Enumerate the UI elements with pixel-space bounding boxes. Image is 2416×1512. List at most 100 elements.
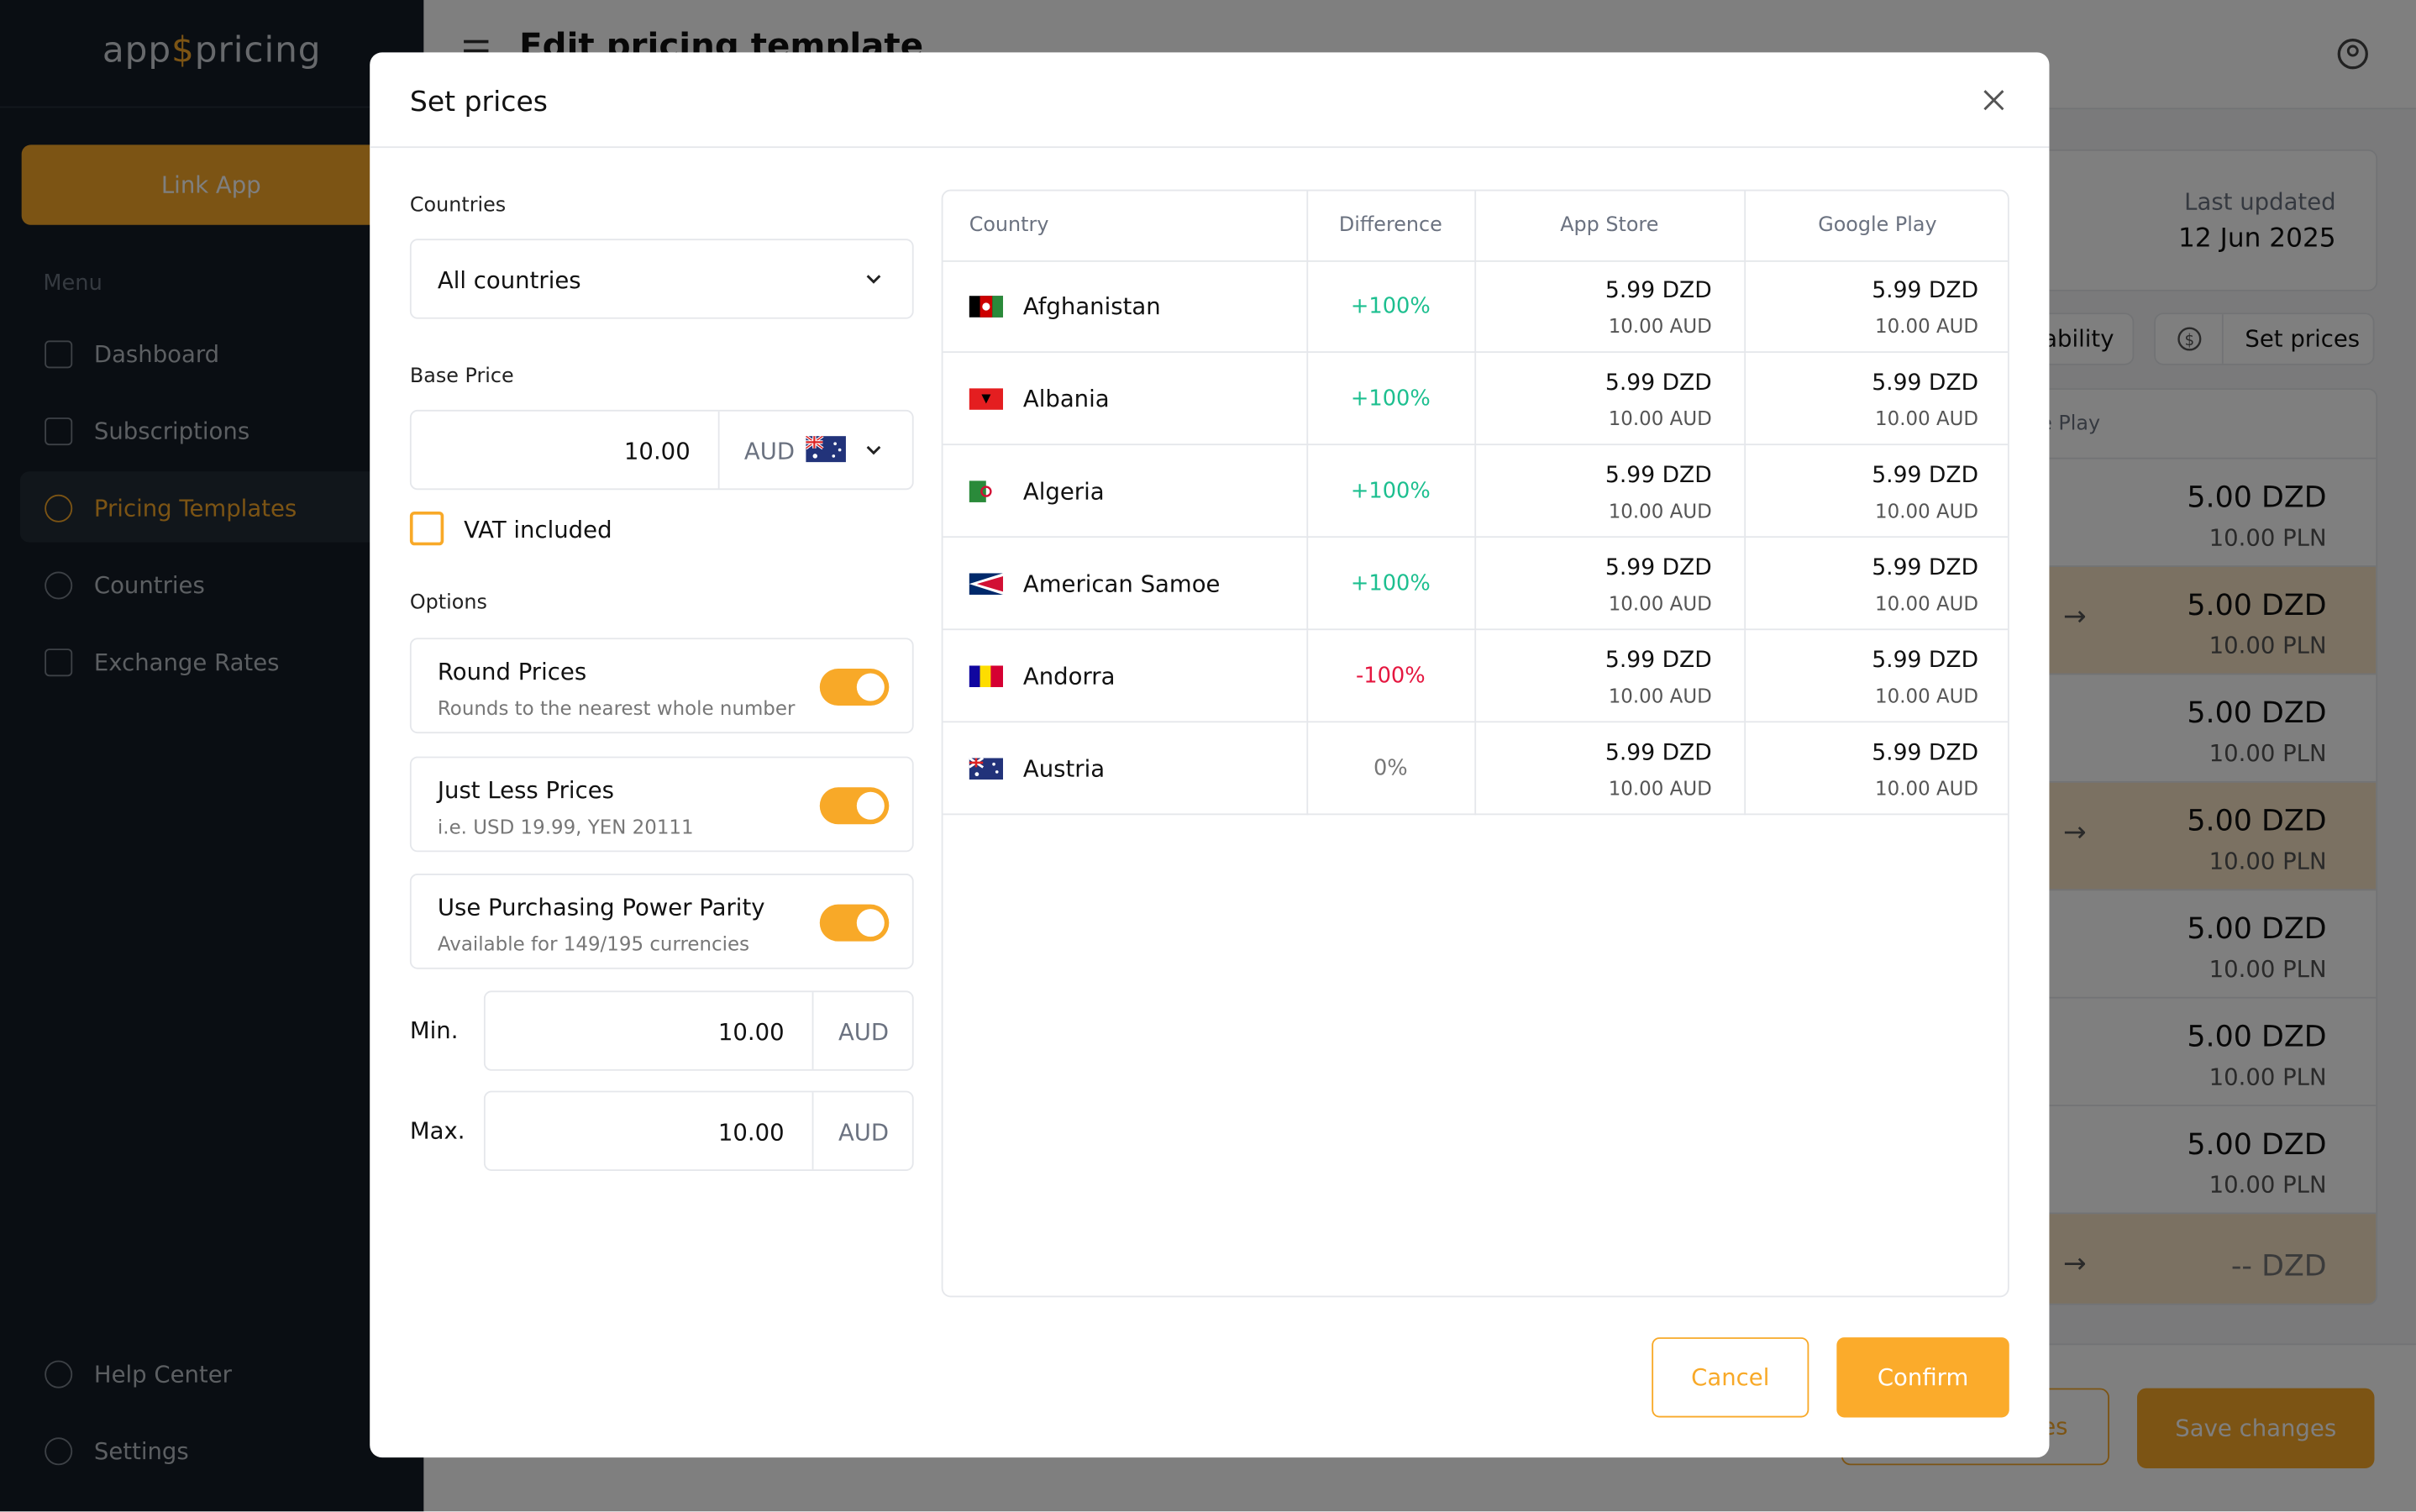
currency: AUD (743, 437, 796, 465)
option-title: Round Prices (437, 658, 587, 686)
button-label: Cancel (1691, 1363, 1770, 1392)
difference: +100% (1350, 386, 1431, 412)
column-divider (1306, 260, 1309, 354)
price: 5.99 DZD (1605, 371, 1712, 396)
country-name: Andorra (1022, 662, 1116, 690)
cancel-button[interactable]: Cancel (1652, 1337, 1809, 1418)
divider (811, 992, 814, 1069)
column-divider (1306, 191, 1309, 260)
column-divider (1744, 538, 1746, 631)
column-header: Google Play (1818, 213, 1937, 238)
toggle[interactable] (819, 786, 890, 824)
difference: 0% (1373, 756, 1408, 781)
column-divider (1474, 260, 1477, 354)
price-base: 10.00 AUD (1875, 591, 1979, 615)
price: 5.99 DZD (1872, 278, 1979, 304)
price: 5.99 DZD (1605, 278, 1712, 304)
flag (969, 665, 1004, 688)
price-base: 10.00 AUD (1875, 684, 1979, 707)
price-base: 10.00 AUD (1608, 407, 1712, 430)
difference: -100% (1355, 664, 1426, 689)
option-description: Rounds to the nearest whole number (437, 696, 796, 720)
input-value: 10.00 (623, 437, 691, 465)
chevron (866, 275, 881, 284)
flag (969, 758, 1004, 780)
checkbox-label: VAT included (464, 516, 612, 544)
price-base: 10.00 AUD (1875, 776, 1979, 800)
column-divider (1474, 191, 1477, 260)
countries-select[interactable]: All countries (409, 239, 914, 319)
divider (811, 1092, 814, 1170)
column-header: Country (969, 213, 1049, 238)
currency: AUD (838, 1118, 890, 1147)
column-divider (1744, 353, 1746, 446)
price-base: 10.00 AUD (1608, 314, 1712, 338)
column-divider (1474, 722, 1477, 816)
price: 5.99 DZD (1605, 648, 1712, 674)
column-header: Difference (1338, 213, 1442, 238)
price-base: 10.00 AUD (1875, 314, 1979, 338)
flag (969, 480, 1004, 502)
column-divider (1474, 630, 1477, 723)
option-card: Round Prices Rounds to the nearest whole … (409, 638, 914, 734)
flag (969, 573, 1004, 595)
limit-input[interactable]: 10.00 AUD (483, 990, 914, 1071)
column-divider (1306, 630, 1309, 723)
toggle[interactable] (819, 669, 890, 706)
field-label: Min. (409, 1016, 459, 1045)
price-base: 10.00 AUD (1608, 776, 1712, 800)
toggle-knob (856, 909, 885, 937)
option-description: i.e. USD 19.99, YEN 20111 (437, 814, 694, 837)
price: 5.99 DZD (1872, 556, 1979, 581)
price-table: Country Difference App Store Google Play Af… (941, 189, 2009, 1298)
vat-checkbox[interactable] (409, 511, 444, 546)
column-divider (1744, 445, 1746, 538)
option-description: Available for 149/195 currencies (437, 932, 750, 956)
price-base: 10.00 AUD (1608, 499, 1712, 522)
field-label: Options (409, 591, 487, 615)
currency: AUD (838, 1018, 890, 1047)
table-header: Country Difference App Store Google Play (943, 191, 2008, 262)
input-value: 10.00 (717, 1118, 785, 1147)
flag (969, 296, 1004, 318)
chevron (866, 445, 881, 455)
table-row: Afghanistan +100% 5.99 DZD 10.00 AUD 5.99 DZ… (943, 260, 2008, 354)
toggle[interactable] (819, 904, 890, 942)
close-button[interactable] (1983, 89, 2005, 111)
difference: +100% (1350, 479, 1431, 504)
difference: +100% (1350, 294, 1431, 319)
country-name: American Samoe (1022, 570, 1221, 598)
country-name: Algeria (1022, 477, 1105, 506)
country-name: Austria (1022, 754, 1106, 783)
column-divider (1306, 445, 1309, 538)
price: 5.99 DZD (1605, 464, 1712, 489)
limit-input[interactable]: 10.00 AUD (483, 1090, 914, 1171)
country-name: Albania (1022, 385, 1110, 413)
option-card: Just Less Prices i.e. USD 19.99, YEN 2011… (409, 755, 914, 852)
base-price-input[interactable]: 10.00 AUD (409, 409, 914, 491)
price-base: 10.00 AUD (1608, 591, 1712, 615)
column-divider (1306, 353, 1309, 446)
price: 5.99 DZD (1872, 464, 1979, 489)
column-divider (1744, 630, 1746, 723)
table-row: Algeria +100% 5.99 DZD 10.00 AUD 5.99 DZD 10.… (943, 445, 2008, 538)
column-divider (1474, 445, 1477, 538)
field-label: Base Price (409, 365, 514, 389)
price-base: 10.00 AUD (1875, 407, 1979, 430)
divider (717, 411, 720, 489)
confirm-button[interactable]: Confirm (1836, 1337, 2009, 1418)
field-label: Max. (409, 1116, 465, 1145)
price: 5.99 DZD (1872, 648, 1979, 674)
price: 5.99 DZD (1605, 556, 1712, 581)
option-card: Use Purchasing Power Parity Available for… (409, 873, 914, 969)
price-base: 10.00 AUD (1608, 684, 1712, 707)
column-divider (1474, 538, 1477, 631)
toggle-knob (856, 673, 885, 701)
modal: Set prices Countries All countries Base … (370, 52, 2050, 1458)
table-row: Austria 0% 5.99 DZD 10.00 AUD 5.99 DZD 10.00 … (943, 722, 2008, 816)
table-row: Andorra -100% 5.99 DZD 10.00 AUD 5.99 DZD 10.… (943, 630, 2008, 723)
table-row: Albania +100% 5.99 DZD 10.00 AUD 5.99 DZD 10.… (943, 353, 2008, 446)
column-divider (1744, 191, 1746, 260)
price-base: 10.00 AUD (1875, 499, 1979, 522)
difference: +100% (1350, 571, 1431, 596)
